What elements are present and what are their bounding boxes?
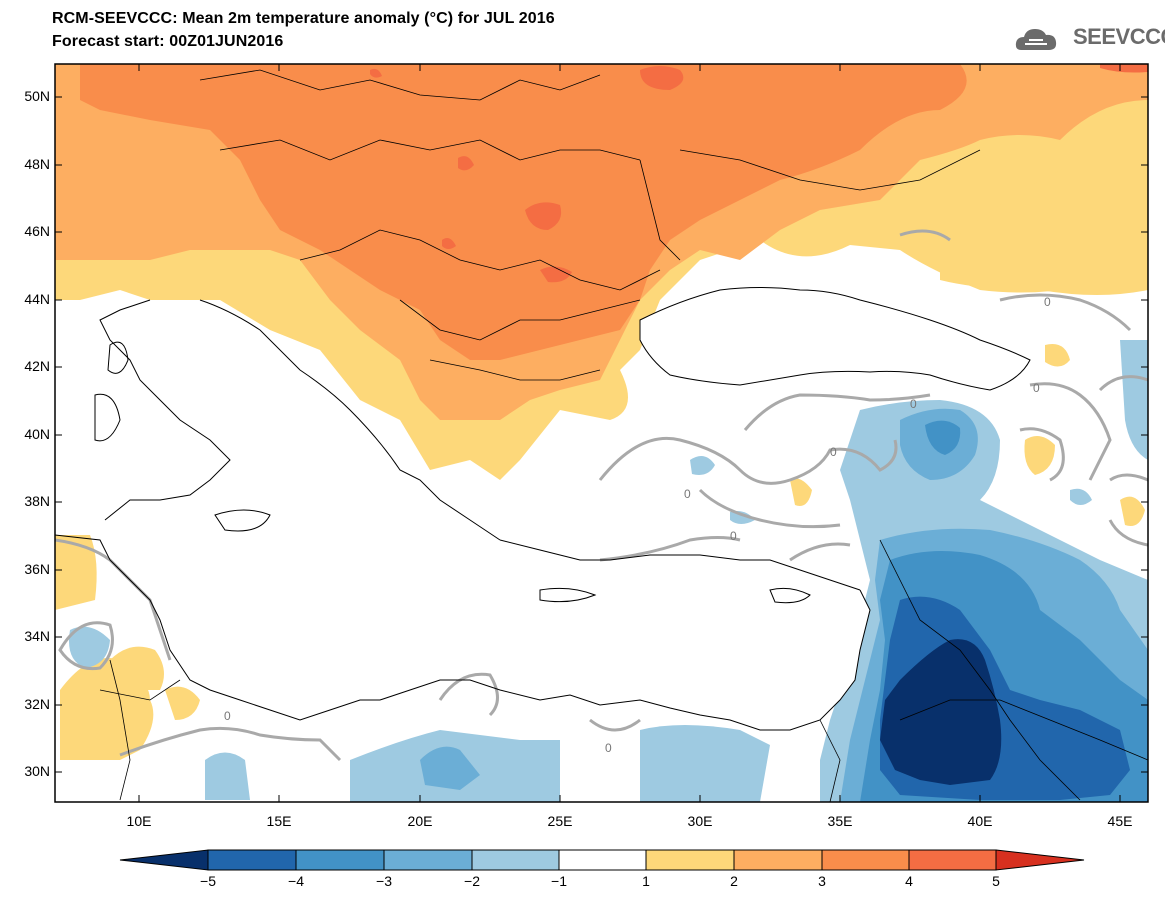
lon-label: 25E xyxy=(547,813,573,829)
lon-label: 30E xyxy=(687,813,713,829)
lon-label: 35E xyxy=(827,813,853,829)
contour-label: 0 xyxy=(605,741,612,755)
lon-label: 40E xyxy=(967,813,993,829)
colorbar xyxy=(119,849,1085,871)
forecast-start-label: Forecast start: 00Z01JUN2016 xyxy=(52,33,284,50)
lat-label: 44N xyxy=(24,291,50,307)
colorbar-segment xyxy=(821,849,910,871)
country-borders xyxy=(99,69,1148,802)
colorbar-segment xyxy=(383,849,473,871)
contour-label: 0 xyxy=(1033,381,1040,395)
colorbar-label: −1 xyxy=(551,873,567,889)
warm-region-3 xyxy=(80,64,967,360)
lat-label: 34N xyxy=(24,628,50,644)
colorbar-label: −5 xyxy=(200,873,216,889)
map-title: RCM-SEEVCCC: Mean 2m temperature anomaly… xyxy=(52,10,555,27)
contour-label: 0 xyxy=(910,397,917,411)
colorbar-segment xyxy=(645,849,735,871)
lat-label: 32N xyxy=(24,696,50,712)
colorbar-segment xyxy=(733,849,823,871)
anomaly-field xyxy=(55,64,1148,802)
lat-label: 40N xyxy=(24,426,50,442)
lon-label: 45E xyxy=(1107,813,1133,829)
colorbar-segment xyxy=(295,849,385,871)
sea-mask xyxy=(100,300,870,730)
colorbar-label: 4 xyxy=(905,873,913,889)
colorbar-label: 2 xyxy=(730,873,738,889)
lon-label: 20E xyxy=(407,813,433,829)
colorbar-label: 1 xyxy=(642,873,650,889)
lat-label: 38N xyxy=(24,493,50,509)
lon-label: 15E xyxy=(266,813,292,829)
zero-contours xyxy=(55,229,1148,762)
contour-label: 0 xyxy=(730,529,737,543)
lon-label: 10E xyxy=(126,813,152,829)
map-frame xyxy=(54,63,1149,803)
lat-label: 30N xyxy=(24,763,50,779)
coastlines xyxy=(55,287,1031,731)
contour-label: 0 xyxy=(684,487,691,501)
contour-label: 0 xyxy=(830,445,837,459)
lat-label: 46N xyxy=(24,223,50,239)
lat-label: 48N xyxy=(24,156,50,172)
colorbar-segment xyxy=(908,849,997,871)
colorbar-label: −2 xyxy=(464,873,480,889)
colorbar-segment xyxy=(207,849,297,871)
logo-text: SEEVCCC xyxy=(1073,24,1165,49)
cold-region-5 xyxy=(880,639,1002,785)
cloud-logo-icon xyxy=(1015,29,1057,50)
lat-label: 50N xyxy=(24,88,50,104)
colorbar-label: 3 xyxy=(818,873,826,889)
colorbar-segment xyxy=(119,849,209,871)
contour-label: 0 xyxy=(224,709,231,723)
colorbar-label: −3 xyxy=(376,873,392,889)
contour-label: 0 xyxy=(1044,295,1051,309)
colorbar-segment xyxy=(558,849,647,871)
contour-labels: 0 0 0 0 0 0 0 0 xyxy=(224,295,1051,755)
colorbar-label: −4 xyxy=(288,873,304,889)
lat-label: 42N xyxy=(24,358,50,374)
colorbar-segment xyxy=(995,849,1085,871)
lat-label: 36N xyxy=(24,561,50,577)
axis-ticks xyxy=(55,64,1148,802)
colorbar-label: 5 xyxy=(992,873,1000,889)
colorbar-segment xyxy=(471,849,560,871)
